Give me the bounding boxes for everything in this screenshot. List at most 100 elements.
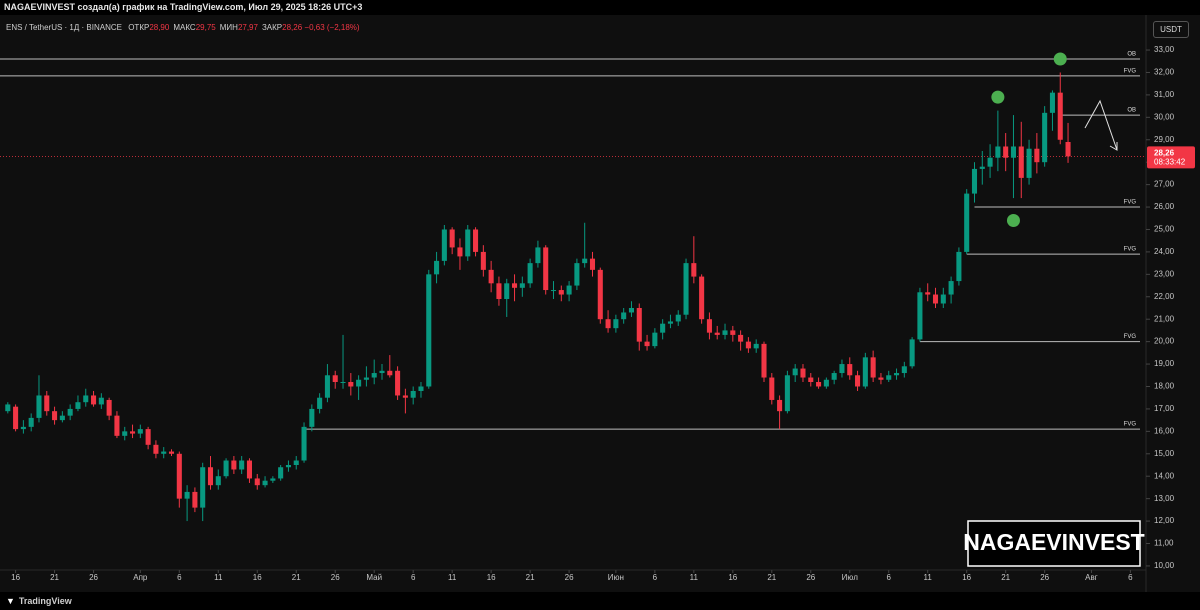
candle-body	[558, 290, 564, 295]
candle-body	[254, 478, 260, 486]
candle-body	[667, 321, 673, 324]
candle-body	[1018, 146, 1024, 178]
candle-body	[901, 366, 907, 374]
legend-value: 27,97	[237, 23, 258, 32]
x-tick-label: 21	[526, 573, 535, 582]
candle-body	[262, 480, 268, 486]
x-tick-label: 21	[50, 573, 59, 582]
candle-body	[761, 343, 767, 378]
candle-body	[28, 417, 34, 427]
chart: 10,00 11,00 12,00 13,00 14,00 15,00 16,00 17,00…	[0, 15, 1195, 592]
candle-body	[418, 386, 424, 391]
projection-arrow	[1084, 99, 1118, 151]
candle-body	[652, 332, 658, 347]
candle-body	[589, 258, 596, 270]
candle-body	[605, 319, 611, 329]
candle-body	[870, 357, 876, 378]
candle-body	[488, 269, 494, 284]
candle-body	[893, 373, 900, 376]
candle-body	[925, 292, 931, 295]
y-tick-label: 22,00	[1154, 292, 1175, 301]
candle-body	[964, 193, 970, 252]
candle-body	[426, 274, 432, 387]
marker	[991, 90, 1005, 104]
symbol-legend: ENS / TetherUS · 1Д · BINANCE ОТКР28,90 М…	[6, 23, 360, 32]
candle-body	[441, 229, 447, 261]
candle-body	[5, 404, 11, 412]
candle-body	[917, 292, 923, 340]
candle-body	[644, 341, 650, 347]
level-label: FVG	[1124, 422, 1137, 428]
candle-body	[473, 229, 479, 252]
candle-body	[582, 258, 588, 264]
symbol: ENS / TetherUS · 1Д · BINANCE	[6, 23, 122, 32]
legend-label: ОТКР	[128, 23, 150, 32]
candle-body	[457, 247, 463, 257]
candle-body	[348, 382, 354, 387]
legend-label: ЗАКР	[261, 23, 283, 32]
candle-body	[777, 399, 783, 412]
x-tick-label: 16	[11, 573, 20, 582]
candle-body	[20, 426, 26, 430]
y-tick-label: 18,00	[1154, 382, 1175, 391]
candle-body	[940, 294, 946, 304]
candle-body	[449, 229, 455, 248]
x-tick-label: Май	[366, 573, 382, 582]
level-label: FVG	[1124, 247, 1137, 253]
candle-body	[122, 431, 128, 436]
candle-body	[496, 283, 502, 300]
candle-body	[628, 307, 635, 313]
y-tick-label: 15,00	[1154, 449, 1175, 458]
candle-body	[691, 263, 697, 277]
header: NAGAEVINVEST создал(а) график на Trading…	[0, 0, 1200, 15]
candle-body	[13, 406, 19, 430]
x-tick-label: 26	[331, 573, 340, 582]
x-tick-label: 26	[565, 573, 574, 582]
logo-icon: ▼	[6, 596, 15, 606]
candle-body	[129, 431, 136, 434]
currency-button[interactable]: USDT	[1153, 21, 1189, 38]
y-tick-label: 23,00	[1154, 269, 1175, 278]
candle-body	[932, 294, 939, 304]
price-tag	[1147, 146, 1195, 169]
candle-body	[192, 491, 198, 508]
x-tick-label: Авг	[1085, 573, 1098, 582]
candle-body	[434, 260, 440, 275]
candle-body	[839, 364, 845, 374]
legend-value: 28,26	[282, 23, 303, 32]
candle-body	[363, 377, 369, 380]
level-label: OB	[1127, 52, 1136, 58]
legend-label: МИН	[219, 23, 238, 32]
x-tick-label: 11	[690, 573, 699, 582]
x-tick-label: 6	[411, 573, 416, 582]
x-tick-label: 16	[487, 573, 496, 582]
candle-body	[808, 377, 814, 383]
candle-body	[862, 357, 868, 387]
candle-body	[886, 375, 892, 380]
candle-body	[566, 285, 572, 295]
candle-body	[293, 460, 299, 465]
candle-body	[36, 395, 42, 418]
candle-body	[597, 269, 603, 320]
candle-body	[878, 377, 884, 380]
price-tag-countdown: 08:33:42	[1154, 157, 1186, 166]
candle-body	[98, 397, 104, 405]
candle-body	[660, 323, 666, 333]
candle-body	[519, 283, 525, 288]
arrow-path	[1084, 99, 1118, 151]
marker	[1006, 214, 1020, 228]
candle-body	[270, 478, 276, 481]
legend-value: 29,75	[195, 23, 216, 32]
x-tick-label: 11	[448, 573, 457, 582]
x-tick-label: 26	[1040, 573, 1049, 582]
candle-body	[574, 263, 580, 286]
y-tick-label: 32,00	[1154, 68, 1175, 77]
y-tick-label: 19,00	[1154, 359, 1175, 368]
candle-body	[223, 460, 229, 477]
candle-body	[317, 397, 323, 409]
x-tick-label: 6	[653, 573, 658, 582]
y-tick-label: 16,00	[1154, 426, 1175, 435]
candle-body	[246, 460, 253, 479]
x-tick-label: 11	[924, 573, 933, 582]
candle-body	[714, 332, 720, 335]
